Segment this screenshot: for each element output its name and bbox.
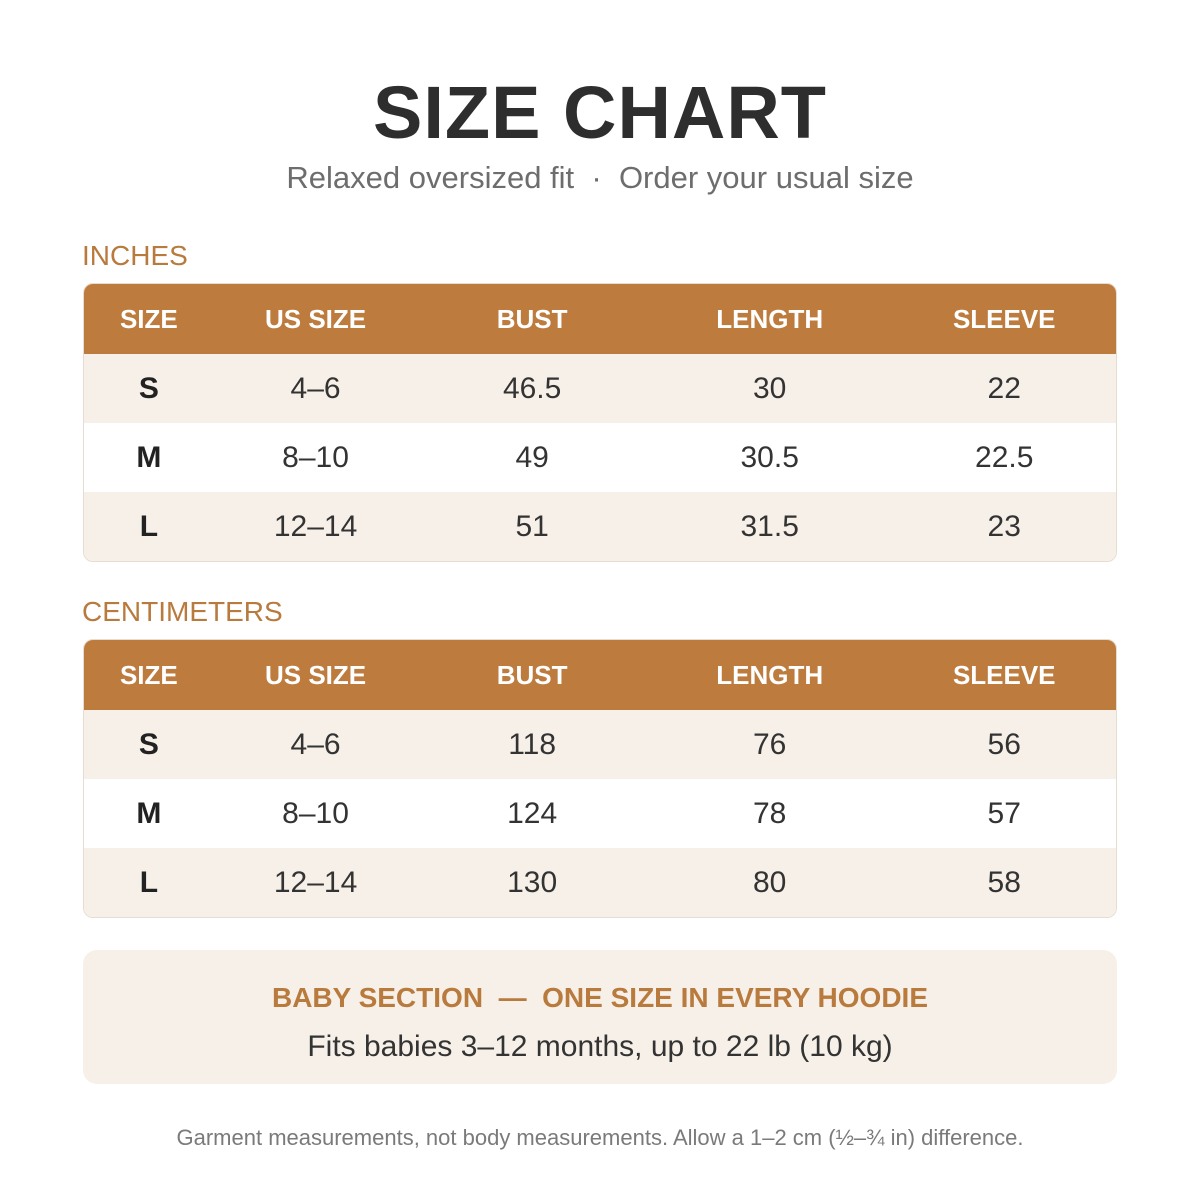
value-cell: 30.5 [740, 440, 799, 474]
value-cell: 4–6 [290, 727, 341, 761]
value-cell: 8–10 [282, 796, 349, 830]
value-cell: 8–10 [282, 440, 349, 474]
value-cell: 57 [987, 796, 1021, 830]
footer-note: Garment measurements, not body measureme… [176, 1125, 1024, 1150]
column-header: SLEEVE [952, 659, 1056, 690]
header-row: SIZE US SIZE BUST LENGTH SLEEVE [84, 640, 1116, 710]
value-cell: 31.5 [740, 509, 799, 543]
column-header: US SIZE [264, 303, 367, 334]
value-cell: 78 [753, 796, 787, 830]
value-cell: 22.5 [975, 440, 1034, 474]
table-row: S 4–6 46.5 30 22 [84, 354, 1116, 423]
table-row: M 8–10 49 30.5 22.5 [84, 423, 1116, 492]
value-cell: 46.5 [502, 371, 562, 405]
section-label: CENTIMETERS [82, 596, 283, 627]
column-header: US SIZE [264, 659, 367, 690]
section-label: INCHES [82, 240, 188, 271]
column-header: LENGTH [716, 303, 824, 334]
value-cell: 130 [507, 865, 558, 899]
table-row: M 8–10 124 78 57 [84, 779, 1116, 848]
size-table: SIZE US SIZE BUST LENGTH SLEEVE S 4–6 118 76 56 M 8… [83, 639, 1117, 918]
value-cell: 12–14 [273, 509, 358, 543]
value-cell: 124 [507, 796, 558, 830]
value-cell: 30 [753, 371, 787, 405]
value-cell: 49 [515, 440, 549, 474]
size-cell: L [139, 509, 159, 543]
size-table: SIZE US SIZE BUST LENGTH SLEEVE S 4–6 46.5 30 22 M… [83, 283, 1117, 562]
value-cell: 12–14 [273, 865, 358, 899]
column-header: SIZE [119, 659, 178, 690]
table-row: L 12–14 130 80 58 [84, 848, 1116, 917]
size-cell: M [136, 796, 162, 830]
table-row: L 12–14 51 31.5 23 [84, 492, 1116, 561]
baby-text: Fits babies 3–12 months, up to 22 lb (10… [307, 1030, 893, 1063]
value-cell: 22 [987, 371, 1021, 405]
table-row: S 4–6 118 76 56 [84, 710, 1116, 779]
subtitle: Relaxed oversized fit · Order your usual… [286, 160, 914, 195]
header-row: SIZE US SIZE BUST LENGTH SLEEVE [84, 284, 1116, 354]
column-header: SIZE [119, 303, 178, 334]
value-cell: 56 [987, 727, 1021, 761]
value-cell: 51 [515, 509, 549, 543]
column-header: SLEEVE [952, 303, 1056, 334]
value-cell: 118 [508, 727, 557, 761]
value-cell: 23 [987, 509, 1021, 543]
value-cell: 80 [753, 865, 787, 899]
size-cell: M [136, 440, 162, 474]
title: SIZE CHART [373, 71, 827, 154]
column-header: BUST [496, 303, 568, 334]
size-cell: L [139, 865, 159, 899]
baby-heading: BABY SECTION — ONE SIZE IN EVERY HOODIE [271, 982, 929, 1013]
value-cell: 76 [753, 727, 787, 761]
column-header: BUST [496, 659, 568, 690]
baby-box [83, 950, 1117, 1084]
column-header: LENGTH [716, 659, 824, 690]
value-cell: 58 [987, 865, 1021, 899]
value-cell: 4–6 [290, 371, 341, 405]
size-cell: S [138, 727, 159, 761]
size-cell: S [138, 371, 159, 405]
